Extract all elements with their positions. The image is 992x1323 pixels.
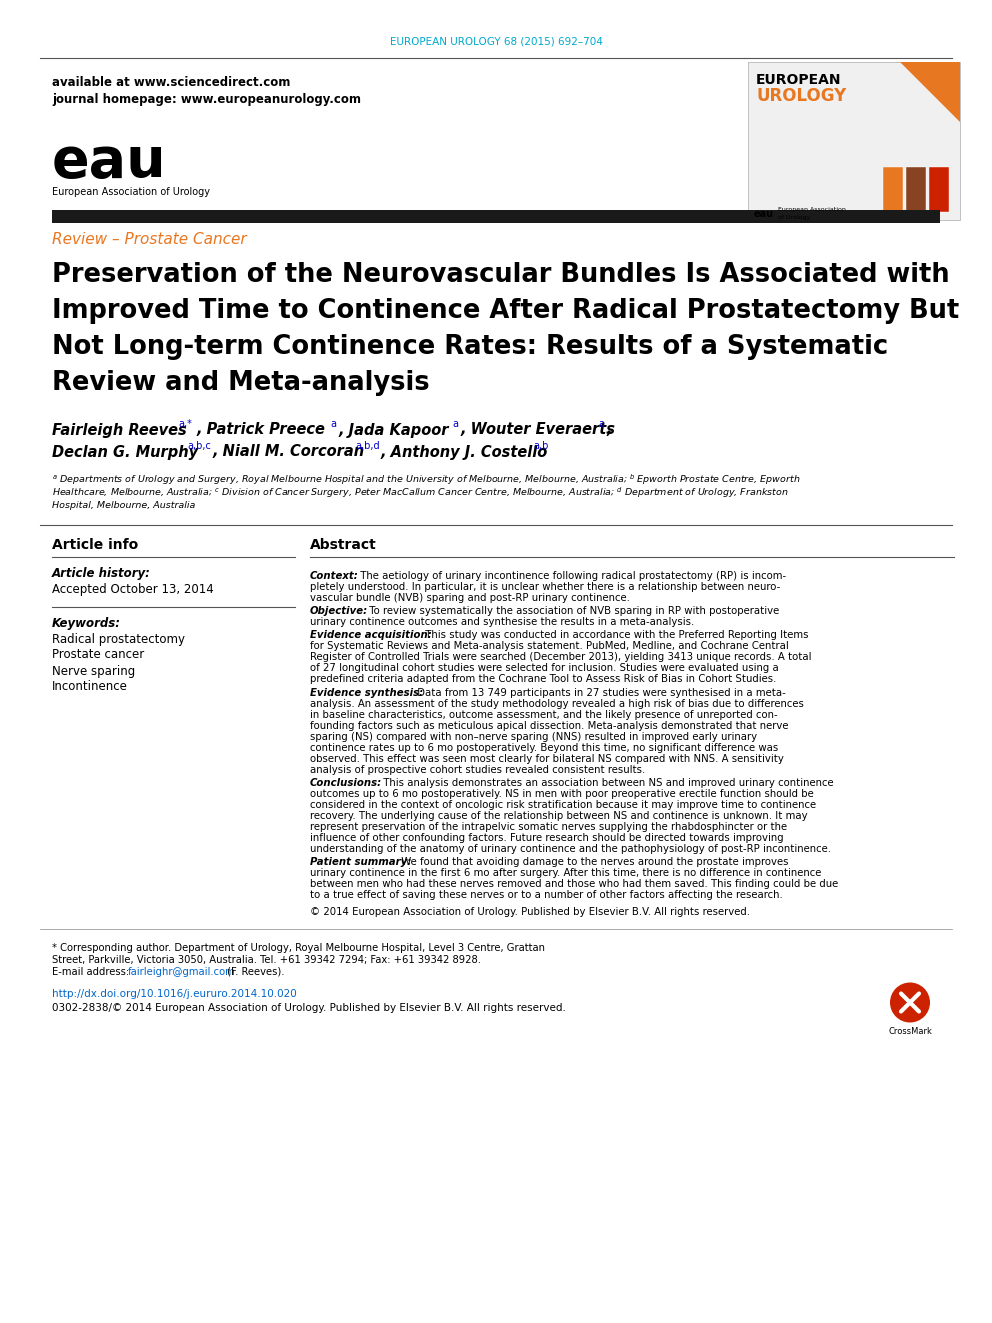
Text: Article info: Article info (52, 538, 138, 552)
Text: Hospital, Melbourne, Australia: Hospital, Melbourne, Australia (52, 501, 195, 511)
Text: a,b,c: a,b,c (187, 441, 211, 451)
Text: The aetiology of urinary incontinence following radical prostatectomy (RP) is in: The aetiology of urinary incontinence fo… (357, 572, 786, 581)
Text: Declan G. Murphy: Declan G. Murphy (52, 445, 198, 459)
Text: outcomes up to 6 mo postoperatively. NS in men with poor preoperative erectile f: outcomes up to 6 mo postoperatively. NS … (310, 789, 813, 799)
Text: urinary continence in the first 6 mo after surgery. After this time, there is no: urinary continence in the first 6 mo aft… (310, 868, 821, 878)
Text: EUROPEAN: EUROPEAN (756, 73, 841, 87)
Text: Objective:: Objective: (310, 606, 368, 617)
Text: between men who had these nerves removed and those who had them saved. This find: between men who had these nerves removed… (310, 878, 838, 889)
Text: Patient summary:: Patient summary: (310, 857, 412, 867)
Text: vascular bundle (NVB) sparing and post-RP urinary continence.: vascular bundle (NVB) sparing and post-R… (310, 593, 630, 603)
Text: Review and Meta-analysis: Review and Meta-analysis (52, 370, 430, 396)
Circle shape (890, 983, 930, 1023)
Text: eau: eau (52, 135, 167, 189)
Text: available at www.sciencedirect.com: available at www.sciencedirect.com (52, 75, 291, 89)
Text: Healthcare, Melbourne, Australia; $^c$ Division of Cancer Surgery, Peter MacCall: Healthcare, Melbourne, Australia; $^c$ D… (52, 486, 789, 500)
Bar (906, 167, 926, 212)
Text: 0302-2838/© 2014 European Association of Urology. Published by Elsevier B.V. All: 0302-2838/© 2014 European Association of… (52, 1003, 565, 1012)
Text: recovery. The underlying cause of the relationship between NS and continence is : recovery. The underlying cause of the re… (310, 811, 807, 820)
Text: founding factors such as meticulous apical dissection. Meta-analysis demonstrate: founding factors such as meticulous apic… (310, 721, 789, 730)
Text: to a true effect of saving these nerves or to a number of other factors affectin: to a true effect of saving these nerves … (310, 890, 783, 900)
Text: fairleighr@gmail.com: fairleighr@gmail.com (128, 967, 236, 976)
Text: We found that avoiding damage to the nerves around the prostate improves: We found that avoiding damage to the ner… (398, 857, 789, 867)
Text: , Wouter Everaerts: , Wouter Everaerts (461, 422, 616, 438)
Text: © 2014 European Association of Urology. Published by Elsevier B.V. All rights re: © 2014 European Association of Urology. … (310, 906, 750, 917)
Text: continence rates up to 6 mo postoperatively. Beyond this time, no significant di: continence rates up to 6 mo postoperativ… (310, 742, 779, 753)
Text: To review systematically the association of NVB sparing in RP with postoperative: To review systematically the association… (366, 606, 780, 617)
Text: , Jada Kapoor: , Jada Kapoor (339, 422, 449, 438)
Text: Keywords:: Keywords: (52, 617, 121, 630)
Text: eau: eau (754, 209, 774, 220)
Text: considered in the context of oncologic risk stratification because it may improv: considered in the context of oncologic r… (310, 800, 816, 810)
Text: in baseline characteristics, outcome assessment, and the likely presence of unre: in baseline characteristics, outcome ass… (310, 709, 778, 720)
Bar (52, 210, 940, 224)
Text: Register of Controlled Trials were searched (December 2013), yielding 3413 uniqu: Register of Controlled Trials were searc… (310, 652, 811, 663)
Bar (929, 167, 949, 212)
Text: CrossMark: CrossMark (888, 1027, 931, 1036)
Text: Abstract: Abstract (310, 538, 377, 552)
Text: urinary continence outcomes and synthesise the results in a meta-analysis.: urinary continence outcomes and synthesi… (310, 618, 694, 627)
Text: Evidence synthesis:: Evidence synthesis: (310, 688, 424, 697)
Text: Review – Prostate Cancer: Review – Prostate Cancer (52, 233, 247, 247)
Text: of Urology: of Urology (778, 216, 810, 221)
Text: Nerve sparing: Nerve sparing (52, 664, 135, 677)
Text: Data from 13 749 participants in 27 studies were synthesised in a meta-: Data from 13 749 participants in 27 stud… (414, 688, 786, 697)
Text: a: a (598, 419, 604, 429)
Text: a,b,d: a,b,d (355, 441, 380, 451)
Text: Radical prostatectomy: Radical prostatectomy (52, 632, 185, 646)
Text: represent preservation of the intrapelvic somatic nerves supplying the rhabdosph: represent preservation of the intrapelvi… (310, 822, 787, 832)
Text: pletely understood. In particular, it is unclear whether there is a relationship: pletely understood. In particular, it is… (310, 582, 781, 591)
Text: Preservation of the Neurovascular Bundles Is Associated with: Preservation of the Neurovascular Bundle… (52, 262, 949, 288)
Text: journal homepage: www.europeanurology.com: journal homepage: www.europeanurology.co… (52, 94, 361, 106)
Text: European Association: European Association (778, 208, 846, 213)
Text: Incontinence: Incontinence (52, 680, 128, 693)
Text: Prostate cancer: Prostate cancer (52, 648, 144, 662)
Text: This analysis demonstrates an association between NS and improved urinary contin: This analysis demonstrates an associatio… (380, 778, 833, 787)
Text: a,*: a,* (178, 419, 191, 429)
Text: sparing (NS) compared with non–nerve sparing (NNS) resulted in improved early ur: sparing (NS) compared with non–nerve spa… (310, 732, 757, 742)
Text: Conclusions:: Conclusions: (310, 778, 382, 787)
Text: Street, Parkville, Victoria 3050, Australia. Tel. +61 39342 7294; Fax: +61 39342: Street, Parkville, Victoria 3050, Austra… (52, 954, 481, 964)
Text: a,b: a,b (533, 441, 549, 451)
Text: for Systematic Reviews and Meta-analysis statement. PubMed, Medline, and Cochran: for Systematic Reviews and Meta-analysis… (310, 642, 789, 651)
Text: Fairleigh Reeves: Fairleigh Reeves (52, 422, 186, 438)
Polygon shape (900, 62, 960, 122)
Bar (748, 62, 960, 220)
Text: Article history:: Article history: (52, 566, 151, 579)
Text: European Association of Urology: European Association of Urology (52, 187, 210, 197)
Bar (883, 167, 903, 212)
Text: This study was conducted in accordance with the Preferred Reporting Items: This study was conducted in accordance w… (422, 630, 808, 640)
Text: $^a$ Departments of Urology and Surgery, Royal Melbourne Hospital and the Univer: $^a$ Departments of Urology and Surgery,… (52, 472, 801, 487)
Text: Evidence acquisition:: Evidence acquisition: (310, 630, 432, 640)
Text: analysis of prospective cohort studies revealed consistent results.: analysis of prospective cohort studies r… (310, 765, 645, 774)
Text: Accepted October 13, 2014: Accepted October 13, 2014 (52, 582, 213, 595)
Text: UROLOGY: UROLOGY (756, 87, 846, 105)
Text: , Patrick Preece: , Patrick Preece (197, 422, 326, 438)
Text: a: a (452, 419, 458, 429)
Text: Not Long-term Continence Rates: Results of a Systematic: Not Long-term Continence Rates: Results … (52, 333, 888, 360)
Text: Context:: Context: (310, 572, 359, 581)
Text: , Anthony J. Costello: , Anthony J. Costello (380, 445, 548, 459)
Text: analysis. An assessment of the study methodology revealed a high risk of bias du: analysis. An assessment of the study met… (310, 699, 804, 709)
Text: predefined criteria adapted from the Cochrane Tool to Assess Risk of Bias in Coh: predefined criteria adapted from the Coc… (310, 675, 777, 684)
Text: E-mail address:: E-mail address: (52, 967, 132, 976)
Text: , Niall M. Corcoran: , Niall M. Corcoran (212, 445, 364, 459)
Text: Improved Time to Continence After Radical Prostatectomy But: Improved Time to Continence After Radica… (52, 298, 959, 324)
Text: of 27 longitudinal cohort studies were selected for inclusion. Studies were eval: of 27 longitudinal cohort studies were s… (310, 663, 779, 673)
Text: understanding of the anatomy of urinary continence and the pathophysiology of po: understanding of the anatomy of urinary … (310, 844, 831, 853)
Text: http://dx.doi.org/10.1016/j.eururo.2014.10.020: http://dx.doi.org/10.1016/j.eururo.2014.… (52, 988, 297, 999)
Text: EUROPEAN UROLOGY 68 (2015) 692–704: EUROPEAN UROLOGY 68 (2015) 692–704 (390, 37, 602, 48)
Text: * Corresponding author. Department of Urology, Royal Melbourne Hospital, Level 3: * Corresponding author. Department of Ur… (52, 942, 545, 953)
Text: a: a (330, 419, 336, 429)
Text: ,: , (607, 422, 612, 438)
Text: (F. Reeves).: (F. Reeves). (224, 967, 285, 976)
Text: influence of other confounding factors. Future research should be directed towar: influence of other confounding factors. … (310, 832, 784, 843)
Text: observed. This effect was seen most clearly for bilateral NS compared with NNS. : observed. This effect was seen most clea… (310, 754, 784, 763)
